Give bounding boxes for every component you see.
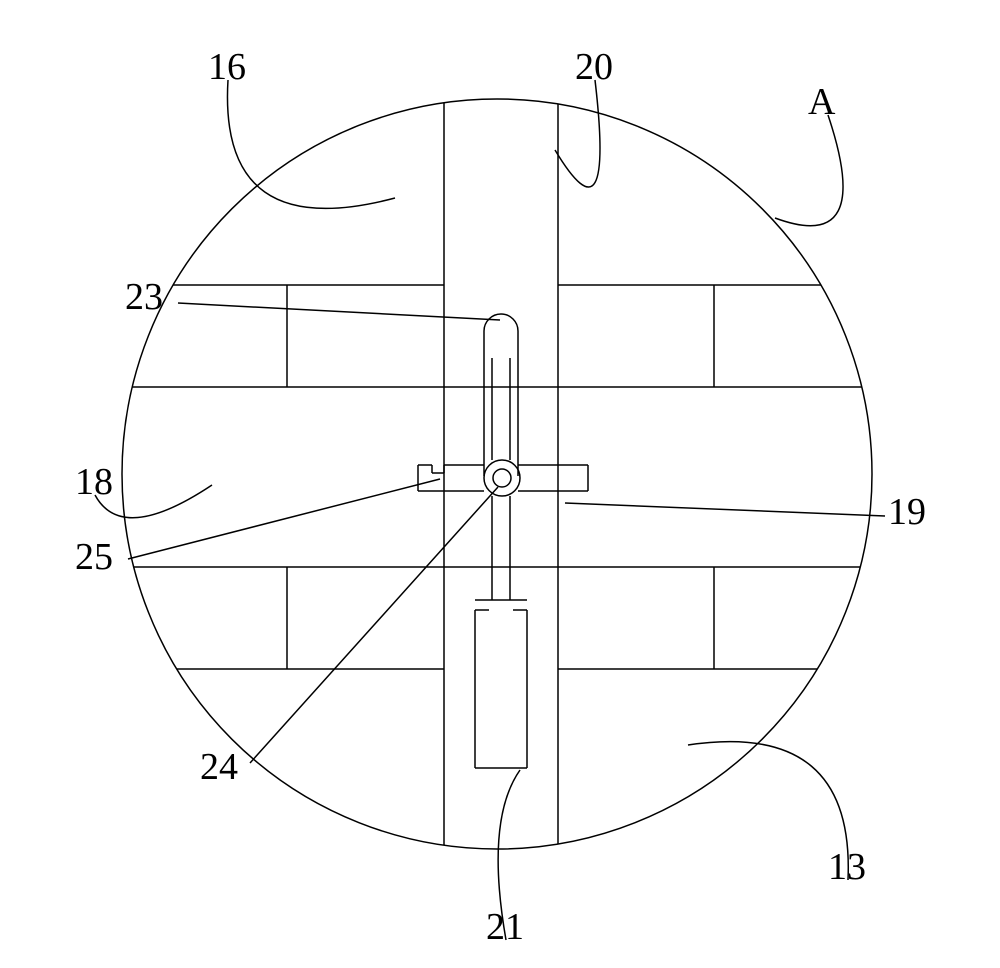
callout-label-18: 18 [75, 460, 113, 504]
callout-label-25: 25 [75, 535, 113, 579]
callout-label-23: 23 [125, 275, 163, 319]
callout-label-13: 13 [828, 845, 866, 889]
callout-label-16: 16 [208, 45, 246, 89]
callout-label-19: 19 [888, 490, 926, 534]
callout-label-21: 21 [486, 905, 524, 949]
callout-label-20: 20 [575, 45, 613, 89]
engineering-diagram [0, 0, 1000, 968]
callout-label-A: A [808, 80, 835, 124]
callout-label-24: 24 [200, 745, 238, 789]
